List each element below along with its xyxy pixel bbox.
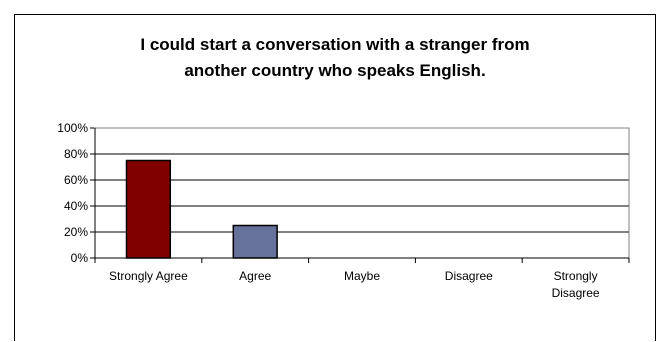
y-tick-label: 40% bbox=[64, 199, 88, 213]
chart-title-line-1: I could start a conversation with a stra… bbox=[140, 35, 530, 54]
y-tick-label: 100% bbox=[57, 121, 88, 135]
plot-area bbox=[94, 127, 630, 259]
y-tick-label: 0% bbox=[71, 251, 89, 265]
chart-frame bbox=[14, 14, 656, 341]
x-tick-label: Maybe bbox=[344, 269, 380, 283]
x-tick-label: Disagree bbox=[445, 269, 493, 283]
bar bbox=[232, 224, 278, 259]
chart-title-line-2: another country who speaks English. bbox=[184, 61, 486, 80]
x-tick-label: Strongly Agree bbox=[109, 269, 188, 283]
chart-title: I could start a conversation with a stra… bbox=[14, 32, 656, 84]
bar bbox=[125, 159, 172, 259]
y-tick-label: 80% bbox=[64, 147, 88, 161]
y-tick-label: 20% bbox=[64, 225, 88, 239]
x-tick-label: Agree bbox=[239, 269, 271, 283]
y-tick-label: 60% bbox=[64, 173, 88, 187]
x-tick-label: Strongly Disagree bbox=[552, 269, 600, 300]
